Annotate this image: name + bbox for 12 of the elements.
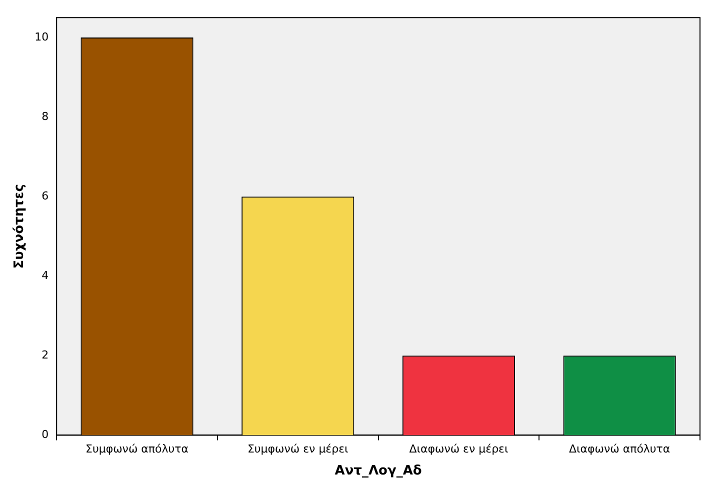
x-tick-label: Διαφωνώ απόλυτα — [568, 442, 670, 456]
x-tick-label: Συμφωνώ εν μέρει — [247, 442, 349, 456]
y-tick-label: 0 — [42, 428, 49, 442]
y-tick-label: 10 — [34, 30, 49, 44]
y-tick-label: 8 — [42, 110, 49, 123]
y-tick-label: 4 — [42, 268, 49, 282]
x-axis-title: Αντ_Λογ_Αδ — [334, 464, 422, 479]
y-tick-label: 6 — [42, 189, 49, 202]
y-tick-label: 2 — [42, 348, 49, 362]
x-tick-label: Συμφωνώ απόλυτα — [86, 442, 189, 456]
x-tick-label: Διαφωνώ εν μέρει — [409, 442, 508, 456]
y-axis-title: Συχνότητες — [12, 184, 28, 269]
